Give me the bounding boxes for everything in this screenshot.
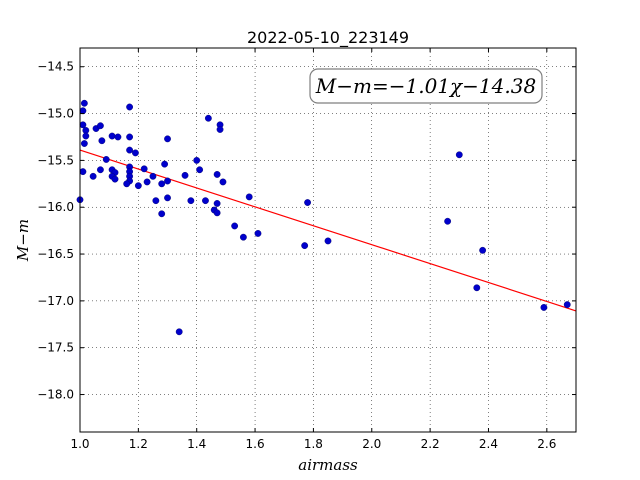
data-point <box>126 146 134 154</box>
data-point <box>455 151 463 159</box>
x-tick-label: 2.2 <box>421 437 440 451</box>
y-tick-label: −17.5 <box>37 341 74 355</box>
data-point <box>164 194 171 202</box>
data-point <box>132 149 139 157</box>
x-tick-label: 1.0 <box>70 437 89 451</box>
data-point <box>80 140 88 147</box>
data-point <box>196 166 204 174</box>
y-axis-label: M−m <box>14 219 32 262</box>
data-points <box>76 99 571 336</box>
data-point <box>111 175 119 183</box>
data-point <box>80 99 88 107</box>
data-point <box>97 122 104 130</box>
y-tick-label: −16.0 <box>37 200 74 214</box>
data-point <box>102 156 110 163</box>
data-point <box>143 178 151 186</box>
data-point <box>245 193 253 201</box>
data-point <box>540 304 548 311</box>
data-point <box>479 246 487 254</box>
data-point <box>473 284 481 292</box>
data-point <box>563 301 571 309</box>
x-tick-label: 1.2 <box>129 437 148 451</box>
y-tick-label: −18.0 <box>37 388 74 402</box>
y-tick-label: −16.5 <box>37 247 74 261</box>
data-point <box>98 137 106 145</box>
data-point <box>140 165 148 173</box>
data-point <box>324 237 332 245</box>
data-point <box>202 197 209 205</box>
data-point <box>239 233 247 241</box>
data-point <box>108 132 116 140</box>
data-point <box>231 222 239 230</box>
plot-frame <box>79 47 577 433</box>
data-point <box>304 199 311 206</box>
data-point <box>213 171 221 178</box>
data-point <box>187 197 195 205</box>
x-tick-label: 2.4 <box>479 437 498 451</box>
equation-annotation: M−m=−1.01χ−14.38 <box>309 68 543 104</box>
data-point <box>213 200 221 207</box>
data-point <box>152 197 160 205</box>
annotation-text: M−m=−1.01χ−14.38 <box>315 74 536 98</box>
y-tick-label: −15.0 <box>37 107 74 121</box>
data-point <box>126 103 134 111</box>
x-tick-label: 1.8 <box>304 437 323 451</box>
chart-title: 2022-05-10_223149 <box>247 28 409 48</box>
x-tick-label: 2.6 <box>537 437 556 451</box>
axis-ticks: 1.0 1.2 1.4 1.6 1.8 2.0 2.2 2.4 2.6 −14.5 −15.0 −15… <box>37 48 576 451</box>
data-point <box>79 121 87 129</box>
data-point <box>204 114 212 122</box>
x-axis-label: airmass <box>298 456 358 474</box>
y-tick-label: −14.5 <box>37 60 74 74</box>
data-point <box>193 156 201 164</box>
data-point <box>164 177 171 185</box>
fit-line-group <box>79 149 577 312</box>
data-point <box>301 242 309 250</box>
data-point <box>216 126 224 133</box>
data-point <box>79 168 87 176</box>
data-point <box>82 132 90 140</box>
y-tick-label: −17.0 <box>37 294 74 308</box>
data-point <box>161 160 169 168</box>
data-point <box>158 210 166 218</box>
data-point <box>79 107 87 115</box>
data-point <box>254 230 262 237</box>
data-point <box>134 182 142 190</box>
grid <box>79 48 576 432</box>
data-point <box>97 166 104 174</box>
data-point <box>89 172 97 180</box>
data-point <box>219 178 227 186</box>
data-point <box>114 133 122 141</box>
data-point <box>444 217 452 225</box>
data-point <box>149 172 157 180</box>
data-point <box>158 180 166 188</box>
data-point <box>126 133 134 141</box>
x-tick-label: 2.0 <box>362 437 381 451</box>
y-tick-label: −15.5 <box>37 153 74 167</box>
data-point <box>164 135 171 143</box>
annotation-box <box>309 68 543 104</box>
fit-line <box>79 149 577 312</box>
data-point <box>123 180 131 188</box>
data-point <box>175 328 183 336</box>
data-point <box>181 171 189 179</box>
x-tick-label: 1.4 <box>187 437 206 451</box>
data-point <box>213 209 221 217</box>
x-tick-label: 1.6 <box>246 437 265 451</box>
